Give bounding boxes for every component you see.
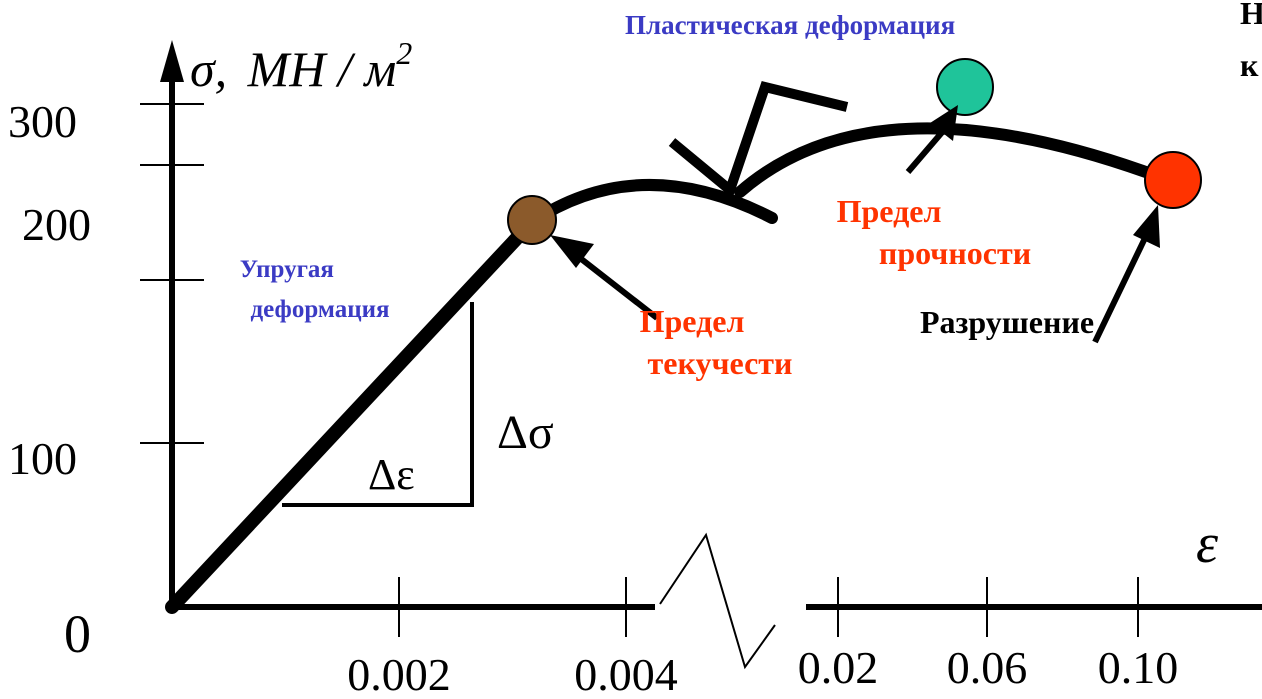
fracture-arrow-line — [1092, 234, 1149, 344]
ultimate-point — [936, 58, 994, 116]
elastic-label-line-2: деформация — [250, 296, 389, 323]
y-tick-label-100: 100 — [8, 433, 77, 484]
plastic-label: Пластическая деформация — [625, 10, 955, 40]
ultimate-label-line-2: прочности — [879, 235, 1031, 271]
check-mark — [668, 81, 849, 199]
x-tick-marks — [398, 577, 1139, 637]
y-axis-arrow — [160, 40, 184, 82]
y-axis-label-comma: , — [215, 41, 240, 97]
y-axis-label-sup: 2 — [396, 35, 412, 71]
ultimate-label: Предел прочности — [837, 193, 1032, 271]
annotation-arrows — [550, 105, 1160, 344]
ultimate-arrow-line — [905, 128, 947, 174]
x-tick-label-0.002: 0.002 — [347, 649, 451, 699]
plastic-curve-1 — [526, 179, 778, 228]
y-axis-label-unit: МН / м — [247, 41, 397, 97]
y-tick-label-300: 300 — [8, 96, 77, 147]
x-axis-break — [659, 532, 776, 670]
slope-dy-label: Δσ — [497, 406, 554, 459]
yield-label: Предел текучести — [640, 303, 793, 381]
y-tick-label-200: 200 — [22, 199, 91, 250]
ultimate-label-line-1: Предел — [837, 193, 942, 229]
y-tick-marks — [140, 103, 204, 444]
x-tick-label-0.004: 0.004 — [574, 649, 678, 699]
slope-dx-label: Δε — [368, 450, 415, 499]
elastic-line — [165, 215, 539, 614]
elastic-label: Упругая деформация — [240, 256, 390, 323]
x-tick-label-0.10: 0.10 — [1098, 642, 1179, 693]
yield-point — [507, 195, 557, 245]
yield-label-line-1: Предел — [640, 303, 745, 339]
elastic-label-line-1: Упругая — [240, 256, 334, 283]
fracture-point — [1144, 151, 1202, 209]
x-tick-label-0.02: 0.02 — [798, 642, 879, 693]
y-axis-label-symbol: σ — [190, 41, 217, 97]
slope-triangle — [282, 302, 474, 507]
cut-off-text-2: к — [1240, 47, 1259, 83]
y-axis-label: σ, МН / м2 — [190, 35, 412, 97]
ultimate-arrow-head — [930, 105, 958, 141]
cut-off-text-1: Н — [1240, 0, 1262, 31]
yield-arrow-line — [578, 255, 659, 321]
fracture-arrow-head — [1133, 205, 1160, 248]
yield-arrow-head — [550, 235, 594, 268]
x-axis-label: ε — [1196, 513, 1219, 575]
y-tick-label-0: 0 — [64, 604, 91, 664]
yield-label-line-2: текучести — [648, 345, 793, 381]
x-tick-label-0.06: 0.06 — [947, 642, 1028, 693]
fracture-label: Разрушение — [920, 304, 1094, 340]
plastic-curve-2 — [734, 122, 1179, 198]
